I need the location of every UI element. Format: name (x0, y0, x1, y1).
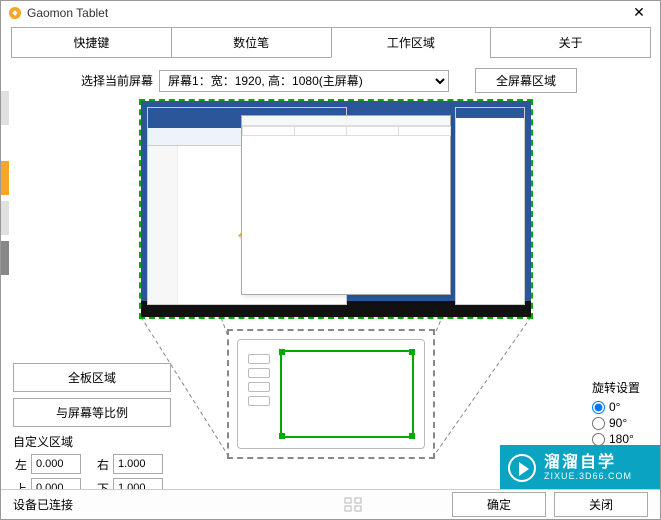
tab-pen[interactable]: 数位笔 (171, 27, 332, 58)
custom-area-label: 自定义区域 (13, 433, 213, 450)
screen-select[interactable]: 屏幕1：宽：1920, 高：1080(主屏幕) (159, 70, 449, 92)
play-icon (508, 454, 536, 482)
close-icon[interactable]: ✕ (624, 2, 654, 24)
rotate-180[interactable]: 180° (592, 432, 640, 446)
left-input[interactable] (31, 454, 81, 474)
connection-status: 设备已连接 (13, 496, 73, 513)
tablet-active-area[interactable] (280, 350, 414, 438)
rotate-90[interactable]: 90° (592, 416, 640, 430)
rotate-label: 旋转设置 (592, 379, 640, 396)
background-edge (1, 51, 9, 489)
grid-icon[interactable] (344, 497, 364, 513)
ok-button[interactable]: 确定 (452, 492, 546, 517)
left-label: 左 (13, 456, 27, 473)
watermark: 溜溜自学 ZIXUE.3D66.COM (500, 445, 660, 491)
right-input[interactable] (113, 454, 163, 474)
screen-select-label: 选择当前屏幕 (81, 72, 153, 89)
tablet-express-keys (248, 354, 270, 410)
right-label: 右 (95, 456, 109, 473)
rotate-0[interactable]: 0° (592, 400, 640, 414)
close-button[interactable]: 关闭 (554, 492, 648, 517)
full-screen-area-button[interactable]: 全屏幕区域 (475, 68, 577, 93)
screen-preview[interactable] (139, 99, 533, 319)
tablet-preview[interactable] (227, 329, 435, 459)
app-icon (7, 5, 23, 21)
window-title: Gaomon Tablet (27, 6, 624, 20)
tab-about[interactable]: 关于 (490, 27, 651, 58)
preview-window-right (455, 107, 525, 305)
tab-shortcut[interactable]: 快捷键 (11, 27, 172, 58)
full-tablet-area-button[interactable]: 全板区域 (13, 363, 171, 392)
tab-workarea[interactable]: 工作区域 (331, 27, 492, 58)
preview-window-dialog (241, 115, 451, 295)
screen-ratio-button[interactable]: 与屏幕等比例 (13, 398, 171, 427)
